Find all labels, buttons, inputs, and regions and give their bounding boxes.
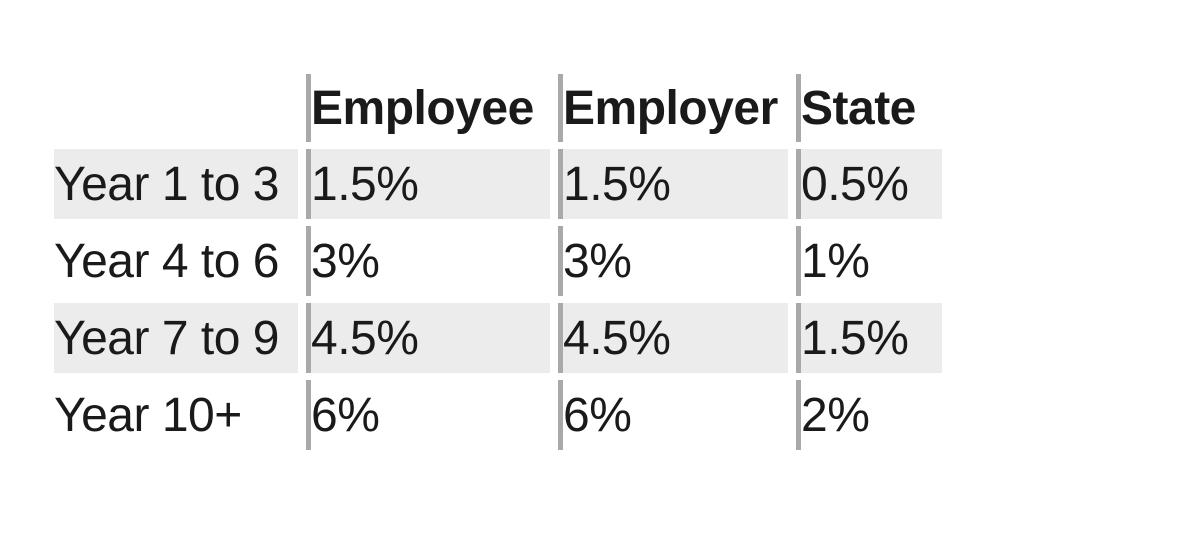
row-label: Year 10+ bbox=[54, 388, 242, 442]
cell-value: 2% bbox=[796, 380, 942, 450]
column-header-employer: Employer bbox=[558, 74, 788, 142]
row-label: Year 1 to 3 bbox=[54, 149, 298, 219]
column-header-state: State bbox=[796, 74, 942, 142]
cell-value: 6% bbox=[558, 380, 788, 450]
table-row: Year 7 to 9 4.5% 4.5% 1.5% bbox=[54, 303, 942, 373]
contribution-rates-table-wrap: Employee Employer State Year 1 to 3 1.5%… bbox=[46, 67, 950, 457]
cell-value: 6% bbox=[306, 380, 550, 450]
table-row: Year 4 to 6 3% 3% 1% bbox=[54, 226, 942, 296]
cell-value: 1.5% bbox=[306, 149, 550, 219]
row-label: Year 4 to 6 bbox=[54, 234, 279, 288]
contribution-rates-table: Employee Employer State Year 1 to 3 1.5%… bbox=[46, 67, 950, 457]
cell-value: 1.5% bbox=[796, 303, 942, 373]
table-row: Year 1 to 3 1.5% 1.5% 0.5% bbox=[54, 149, 942, 219]
column-header-employee: Employee bbox=[306, 74, 550, 142]
cell-value: 4.5% bbox=[306, 303, 550, 373]
cell-value: 3% bbox=[558, 226, 788, 296]
cell-value: 4.5% bbox=[558, 303, 788, 373]
cell-value: 1.5% bbox=[558, 149, 788, 219]
table-row: Year 10+ 6% 6% 2% bbox=[54, 380, 942, 450]
cell-value: 1% bbox=[796, 226, 942, 296]
header-row: Employee Employer State bbox=[54, 74, 942, 142]
cell-value: 3% bbox=[306, 226, 550, 296]
row-label: Year 7 to 9 bbox=[54, 303, 298, 373]
corner-header-cell bbox=[54, 74, 298, 142]
cell-value: 0.5% bbox=[796, 149, 942, 219]
